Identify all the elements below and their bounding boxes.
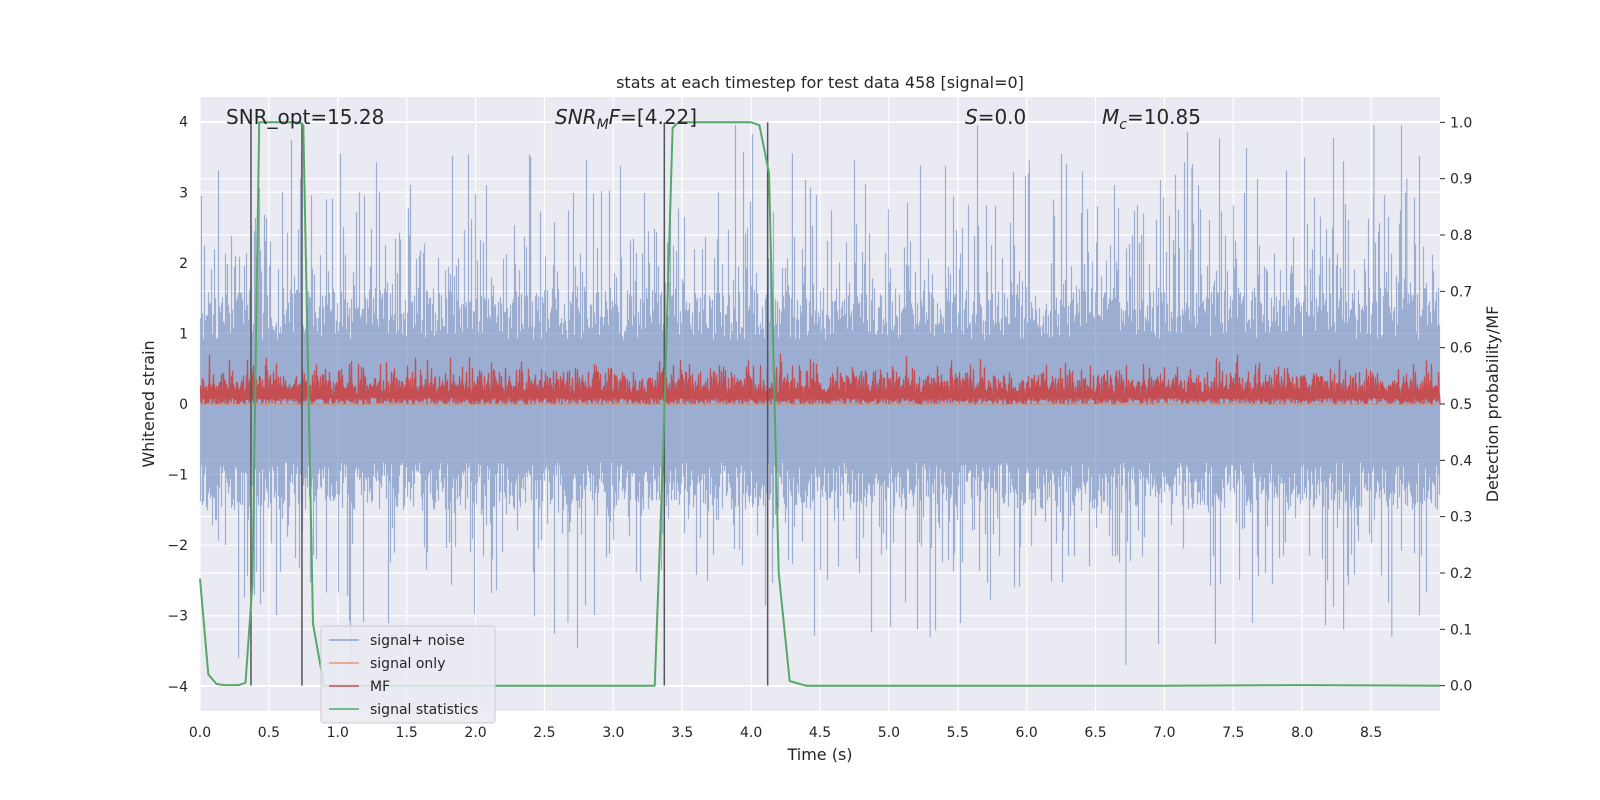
x-tick-label: 3.5	[671, 725, 693, 741]
x-tick-label: 4.0	[740, 725, 762, 741]
legend-label-signal-noise: signal+ noise	[370, 633, 465, 649]
legend-box	[320, 625, 496, 724]
y-tick-label-left: 1	[179, 326, 188, 342]
y-tick-label-left: 2	[179, 256, 188, 272]
mf-line	[199, 353, 1441, 405]
x-tick-label: 7.0	[1153, 725, 1175, 741]
y-tick-label-right: 0.2	[1450, 566, 1472, 582]
y-tick-label-right: 0.9	[1450, 172, 1472, 188]
x-tick-label: 4.5	[809, 725, 831, 741]
legend: signal+ noise signal only MF signal stat…	[320, 625, 496, 724]
y-axis-label-right: Detection probability/MF	[1483, 306, 1502, 503]
x-tick-label: 0.0	[189, 725, 211, 741]
legend-label-signal-only: signal only	[370, 656, 445, 672]
x-tick-label: 5.5	[947, 725, 969, 741]
y-tick-label-right: 0.4	[1450, 453, 1472, 469]
x-tick-label: 8.5	[1360, 725, 1382, 741]
y-tick-label-left: −2	[167, 538, 188, 554]
y-tick-label-right: 0.3	[1450, 510, 1472, 526]
y-tick-label-left: −3	[167, 609, 188, 625]
tick-labels: 0.0 0.5 1.0 1.5 2.0 2.5 3.0 3.5 4.0 4.5 5.0 5.5 6.0 6…	[167, 115, 1472, 741]
annotation-text: S=0.0	[965, 105, 1026, 129]
legend-label-signal-statistics: signal statistics	[370, 702, 478, 718]
x-tick-label: 5.0	[878, 725, 900, 741]
x-tick-label: 1.5	[396, 725, 418, 741]
annotation-text: Mc=10.85	[1102, 105, 1201, 133]
x-tick-label: 1.0	[327, 725, 349, 741]
y-tick-label-right: 0.0	[1450, 679, 1472, 695]
y-tick-label-right: 0.8	[1450, 228, 1472, 244]
x-tick-label: 2.5	[533, 725, 555, 741]
y-tick-label-left: −1	[167, 468, 188, 484]
y-tick-label-left: −4	[167, 679, 188, 695]
y-tick-label-left: 0	[179, 397, 188, 413]
x-tick-label: 8.0	[1291, 725, 1313, 741]
y-tick-label-right: 0.7	[1450, 284, 1472, 300]
chart-title: stats at each timestep for test data 458…	[616, 73, 1024, 92]
signal-statistics-series	[199, 121, 1441, 687]
x-tick-label: 3.0	[602, 725, 624, 741]
annotation-text: SNRMF=[4.22]	[555, 105, 697, 133]
y-tick-label-left: 4	[179, 115, 188, 131]
x-axis-label: Time (s)	[786, 745, 852, 764]
legend-label-mf: MF	[370, 679, 390, 695]
x-tick-label: 6.0	[1016, 725, 1038, 741]
x-tick-label: 7.5	[1222, 725, 1244, 741]
annotation-text: SNR_opt=15.28	[226, 105, 384, 129]
annotations: SNR_opt=15.28 SNRMF=[4.22] S=0.0 Mc=10.85	[226, 105, 1201, 133]
x-tick-label: 6.5	[1084, 725, 1106, 741]
mf-series	[199, 353, 1441, 405]
y-axis-label-left: Whitened strain	[139, 340, 158, 467]
y-tick-label-right: 0.5	[1450, 397, 1472, 413]
signal-statistics-line	[199, 121, 1441, 687]
y-tick-label-right: 0.6	[1450, 341, 1472, 357]
y-tick-label-right: 1.0	[1450, 115, 1472, 131]
y-tick-label-left: 3	[179, 185, 188, 201]
y-tick-label-right: 0.1	[1450, 622, 1472, 638]
x-tick-label: 0.5	[258, 725, 280, 741]
x-tick-label: 2.0	[464, 725, 486, 741]
